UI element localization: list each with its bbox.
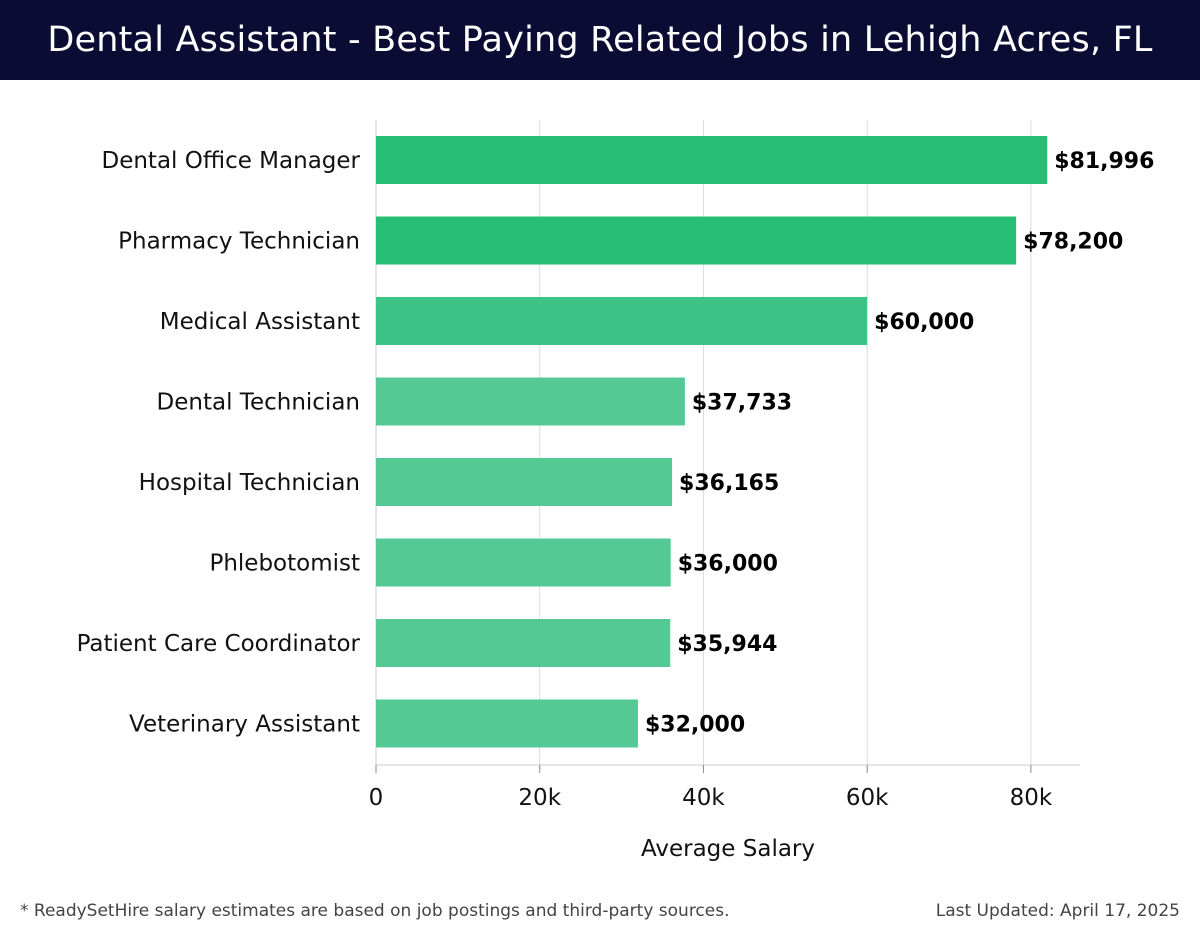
bar <box>376 619 671 667</box>
category-label: Medical Assistant <box>160 309 360 335</box>
value-label: $81,996 <box>1054 149 1154 174</box>
x-axis-title: Average Salary <box>641 836 815 862</box>
value-label: $32,000 <box>645 713 745 738</box>
value-label: $36,000 <box>678 552 778 577</box>
value-label: $37,733 <box>692 391 792 416</box>
bar-chart: Dental Office Manager Pharmacy Technician… <box>77 120 1154 862</box>
x-tick-label: 20k <box>518 785 561 811</box>
category-label: Hospital Technician <box>139 470 360 496</box>
value-label: $78,200 <box>1023 230 1123 255</box>
x-tick-label: 40k <box>682 785 725 811</box>
x-tick-label: 0 <box>369 785 384 811</box>
category-label: Dental Office Manager <box>101 148 360 174</box>
value-label: $36,165 <box>679 471 779 496</box>
bar <box>376 377 685 426</box>
category-label: Veterinary Assistant <box>129 712 360 738</box>
value-labels: $81,996 $78,200 $60,000 $37,733 $36,165 $36,0… <box>645 149 1154 738</box>
bar <box>376 216 1017 265</box>
x-tick-label: 60k <box>846 785 889 811</box>
value-label: $35,944 <box>677 632 777 657</box>
x-tick-label: 80k <box>1010 785 1053 811</box>
chart-title: Dental Assistant - Best Paying Related J… <box>47 20 1153 60</box>
bar <box>376 297 868 345</box>
footer-note: * ReadySetHire salary estimates are base… <box>20 901 730 921</box>
category-label: Dental Technician <box>157 390 360 416</box>
bar <box>376 699 638 748</box>
value-label: $60,000 <box>874 310 974 335</box>
category-label: Pharmacy Technician <box>118 229 360 255</box>
category-label: Phlebotomist <box>209 551 360 577</box>
x-axis-ticks: 0 20k 40k 60k 80k <box>369 765 1053 811</box>
chart-header: Dental Assistant - Best Paying Related J… <box>0 0 1200 80</box>
category-labels: Dental Office Manager Pharmacy Technician… <box>77 148 361 738</box>
category-label: Patient Care Coordinator <box>77 631 361 657</box>
bar <box>376 538 671 587</box>
bars <box>376 136 1048 748</box>
last-updated: Last Updated: April 17, 2025 <box>935 901 1180 921</box>
bar <box>376 136 1048 184</box>
bar <box>376 458 673 506</box>
